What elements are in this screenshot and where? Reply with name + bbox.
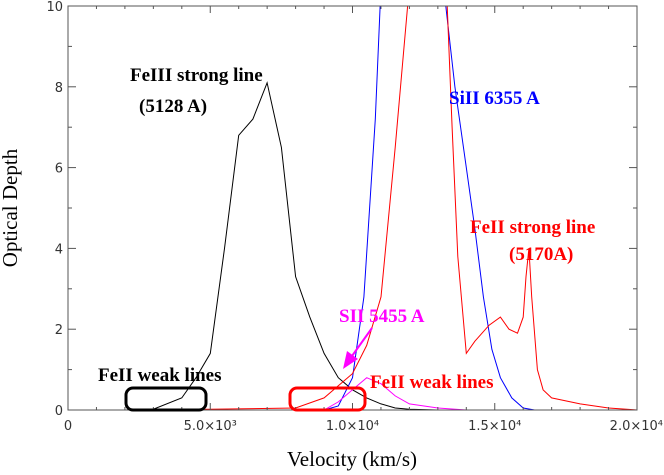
annotation-feii-strong-line: FeII strong line (470, 217, 595, 238)
y-tick-label: 4 (55, 242, 63, 257)
annotation-feiii-wavelength: (5128 A) (139, 96, 207, 117)
y-tick-label: 0 (55, 404, 63, 419)
annotation-black-feii-weak-lines: FeII weak lines (98, 365, 222, 386)
annotation-feii-strong-wavelength: (5170A) (509, 244, 573, 265)
annotation-siii-6355: SiII 6355 A (449, 88, 540, 109)
sii-arrow (343, 327, 373, 369)
black-weak-lines-box (124, 386, 208, 412)
series-line-0 (124, 81, 637, 410)
x-tick-label: 0 (64, 419, 72, 434)
x-tick-label: 1.5×10⁴ (468, 419, 521, 434)
x-axis-title: Velocity (km/s) (287, 447, 417, 471)
series-line-2 (153, 6, 637, 410)
annotation-feiii-strong-line: FeIII strong line (130, 65, 263, 86)
y-tick-label: 8 (55, 81, 63, 96)
series-layer (124, 6, 637, 410)
x-tick-label: 1.0×10⁴ (326, 419, 379, 434)
x-tick-label: 5.0×10³ (184, 419, 237, 434)
series-line-3 (153, 377, 637, 410)
red-weak-lines-box (288, 386, 367, 412)
annotation-red-feii-weak-lines: FeII weak lines (370, 372, 494, 393)
y-axis-title: Optical Depth (0, 148, 22, 267)
y-tick-label: 6 (55, 162, 63, 177)
annotation-sii-5455: SII 5455 A (339, 306, 425, 327)
series-line-1 (153, 6, 637, 410)
y-tick-label: 2 (55, 323, 63, 338)
y-tick-label: 10 (46, 0, 63, 15)
tick-layer: 0 5.0×10³ 1.0×10⁴ 1.5×10⁴ 2.0×10⁴ 0 2 4 6 8 10 (46, 0, 663, 434)
x-tick-label: 2.0×10⁴ (610, 419, 663, 434)
